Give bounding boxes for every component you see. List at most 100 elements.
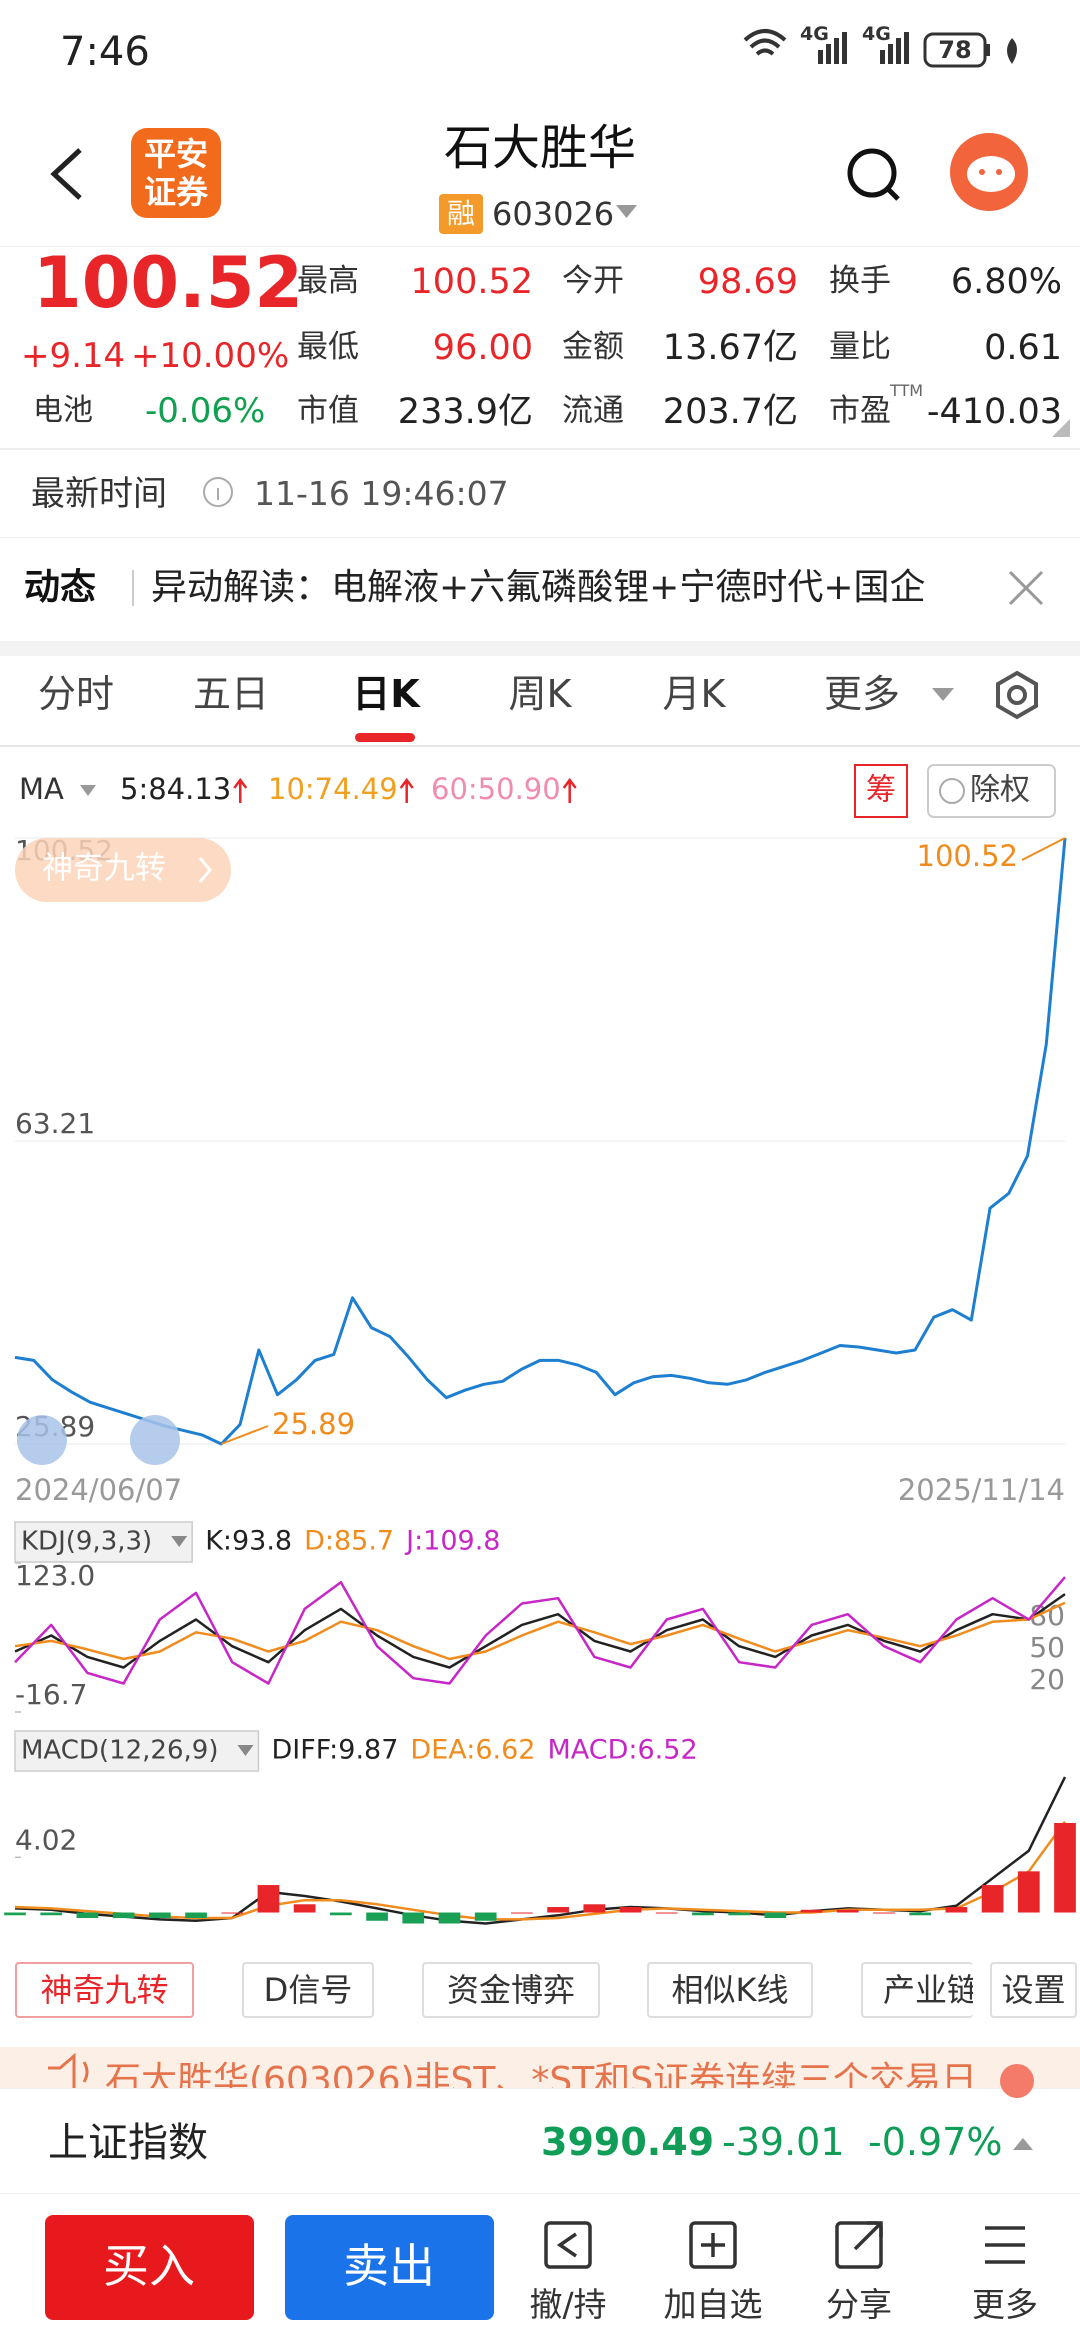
y-tick-label: 4.02: [15, 1823, 77, 1856]
update-label: 最新时间: [31, 473, 167, 514]
macd-bar: [4, 1912, 26, 1916]
macd-bar: [1017, 1871, 1040, 1913]
chart-tool-icon: [17, 1415, 67, 1465]
overlay-chevron: [198, 857, 212, 883]
period-tab[interactable]: 五日: [192, 672, 270, 717]
macd-bar: [945, 1907, 968, 1913]
wifi-icon: [743, 29, 787, 56]
quote-label: 最低: [297, 329, 359, 366]
tool-label[interactable]: D信号: [263, 1970, 353, 2009]
quote-value: 100.52: [410, 262, 533, 302]
info-icon: [939, 778, 965, 804]
info-icon[interactable]: [203, 477, 233, 507]
ma-value: 5:84.13: [120, 772, 231, 806]
tool-button[interactable]: [422, 1962, 600, 2018]
divider: [0, 537, 1080, 538]
tool-button[interactable]: [15, 1962, 194, 2018]
tool-label[interactable]: 产业链: [883, 1970, 973, 2009]
update-time: 11-16 19:46:07: [254, 474, 509, 514]
series-line: [14, 1576, 1066, 1685]
series-line: [14, 1593, 1066, 1669]
y-tick-label: 63.21: [15, 1107, 95, 1140]
tool-label[interactable]: 神奇九转: [40, 1970, 169, 2009]
period-tab[interactable]: 更多: [823, 672, 901, 717]
tool-label[interactable]: 相似K线: [671, 1970, 789, 2009]
macd-bar: [40, 1912, 63, 1916]
period-tab[interactable]: 日K: [352, 672, 420, 717]
status-time: 7:46: [60, 29, 150, 75]
low-leader: [220, 1425, 269, 1445]
battery-icon: [923, 32, 987, 68]
avatar-eye: [979, 169, 985, 175]
tool-button[interactable]: [647, 1962, 813, 2018]
tool-label[interactable]: 设置: [1001, 1970, 1066, 2009]
tool-button[interactable]: [990, 1962, 1077, 2018]
leaf-icon: [1007, 38, 1017, 64]
avatar-eye: [996, 169, 1002, 175]
divider: [0, 246, 1080, 247]
action-label[interactable]: 更多: [972, 2285, 1038, 2325]
y-tick-label: -16.7: [15, 1678, 87, 1711]
period-tab[interactable]: 分时: [37, 672, 115, 717]
tool-label[interactable]: 资金博弈: [446, 1970, 576, 2009]
sell-button[interactable]: [285, 2215, 494, 2320]
low-label: 25.89: [272, 1407, 355, 1441]
buy-button[interactable]: [45, 2215, 254, 2320]
network-label: 4G: [862, 22, 891, 45]
news-tag: 动态: [24, 567, 97, 609]
stock-code: 603026: [492, 194, 615, 233]
high-label: 100.52: [917, 839, 1018, 873]
close-icon[interactable]: [1008, 570, 1044, 606]
index-change-pct: -0.97%: [868, 2120, 1003, 2165]
indicator-dropdown: [237, 1745, 254, 1756]
macd-bar: [873, 1912, 895, 1914]
ma-value: 10:74.49: [268, 772, 398, 806]
indicator-label: KDJ(9,3,3): [21, 1527, 152, 1557]
margin-badge: 融: [446, 197, 476, 231]
macd-bar: [185, 1912, 207, 1919]
action-label[interactable]: 撤/持: [529, 2285, 607, 2325]
macd-bar: [474, 1912, 497, 1921]
tool-button[interactable]: [861, 1962, 973, 2018]
index-caret[interactable]: [1013, 2138, 1033, 2150]
period-tab[interactable]: 周K: [508, 672, 572, 717]
search-icon[interactable]: [847, 148, 900, 201]
back-icon[interactable]: [50, 148, 82, 200]
quote-label: 今开: [562, 263, 624, 300]
trend-arrow: [562, 777, 577, 803]
pe-note: TTM: [890, 381, 924, 401]
series-line: [14, 1776, 1067, 1925]
quote-value: -410.03: [926, 392, 1062, 432]
notice-close[interactable]: [1000, 2064, 1034, 2098]
tool-button[interactable]: [242, 1962, 374, 2018]
kline-chart: 25.89 63.21 100.52 MA 5:84.13 10:74.49 60:50.9…: [4, 764, 1076, 1925]
logo-box: [131, 128, 221, 218]
sector-name: 电池: [33, 393, 93, 428]
action-label[interactable]: 分享: [826, 2285, 892, 2325]
last-price: 100.52: [33, 242, 304, 324]
quote-value: 203.7亿: [662, 392, 798, 432]
period-tab[interactable]: 月K: [662, 672, 726, 717]
quote-label: 市值: [297, 393, 359, 430]
news-text[interactable]: 异动解读：电解液+六氟磷酸锂+宁德时代+国企: [151, 567, 926, 609]
quote-label: 流通: [562, 393, 624, 430]
index-value: 3990.49: [541, 2120, 715, 2165]
index-change: -39.01: [722, 2120, 845, 2165]
action-label[interactable]: 加自选: [663, 2285, 763, 2325]
settings-icon[interactable]: [996, 670, 1038, 720]
quote-value: 6.80%: [950, 262, 1062, 302]
macd-bar: [547, 1907, 569, 1913]
quote-value: 98.69: [697, 262, 798, 302]
quote-label: 换手: [829, 263, 891, 300]
buy-label[interactable]: 买入: [103, 2239, 195, 2294]
index-bar: [0, 2088, 1080, 2194]
macd-bar: [836, 1909, 859, 1913]
x-axis-label: 2025/11/14: [898, 1473, 1065, 1507]
macd-bar: [112, 1912, 135, 1919]
badge-box: [927, 764, 1056, 818]
quote-value: 0.61: [984, 328, 1062, 368]
macd-bar: [293, 1904, 316, 1913]
sell-label[interactable]: 卖出: [343, 2239, 435, 2294]
price-change: +9.14: [21, 335, 126, 376]
